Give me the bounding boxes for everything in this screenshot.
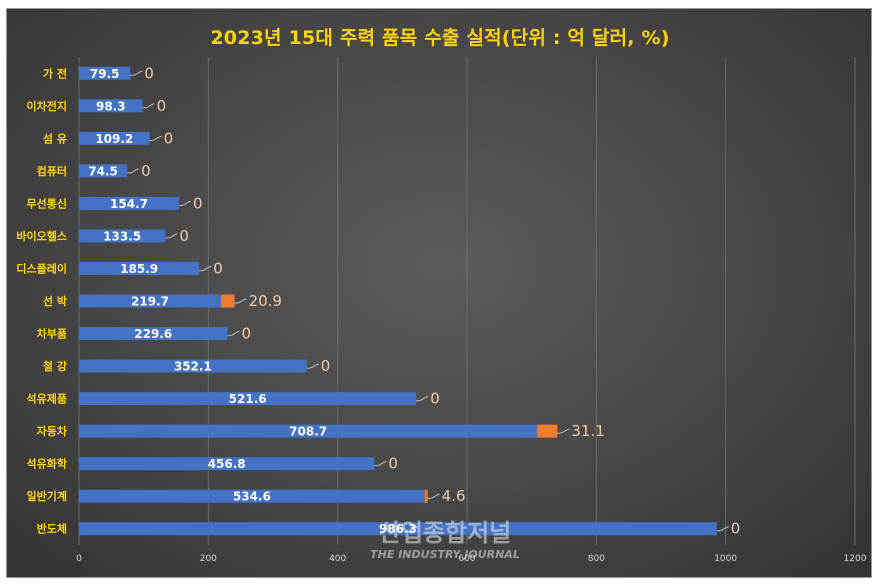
category-label: 자동차 (37, 424, 68, 438)
category-label: 철 강 (43, 359, 67, 373)
watermark: 산업종합저널 THE INDUSTRY JOURNAL (370, 519, 520, 561)
bar-export (79, 522, 717, 536)
data-label-export: 154.7 (110, 197, 148, 211)
data-label-growth: 0 (157, 97, 167, 115)
chart-plot: 0 200 400 600 800 1000 1200 가 전 79.5 0 이차전지 98.3 0 섬 … (16, 57, 867, 564)
chart-frame: 2023년 15대 주력 품목 수출 실적(단위 : 억 달러, %) 0 200… (6, 8, 872, 578)
category-label: 디스플레이 (16, 261, 67, 275)
leader-line (130, 70, 143, 76)
x-tick-label: 1200 (844, 554, 867, 564)
category-label: 차부품 (37, 327, 67, 341)
leader-line (149, 135, 162, 141)
data-label-growth: 0 (179, 227, 189, 245)
x-tick-label: 800 (588, 554, 605, 564)
bar-growth (221, 294, 235, 308)
bar-export (79, 392, 417, 406)
data-label-growth: 31.1 (571, 422, 604, 440)
leader-line (306, 363, 319, 369)
leader-line (374, 461, 387, 467)
data-label-growth: 0 (388, 455, 398, 473)
leader-line (127, 168, 140, 174)
leader-line (427, 493, 440, 499)
category-label: 컴퓨터 (37, 164, 67, 178)
data-label-export: 456.8 (208, 457, 246, 471)
bar-export (79, 131, 150, 145)
data-label-export: 133.5 (103, 229, 141, 243)
leader-line (199, 265, 212, 272)
bar-export (79, 457, 375, 471)
bar-export (79, 229, 166, 243)
data-label-growth: 0 (731, 520, 741, 538)
category-label: 석유제품 (27, 392, 67, 406)
data-label-export: 219.7 (131, 295, 169, 309)
bar-export (79, 99, 143, 113)
data-label-export: 79.5 (90, 67, 120, 81)
category-label: 무선통신 (27, 196, 67, 210)
category-label: 반도체 (37, 522, 67, 536)
data-label-growth: 0 (193, 194, 203, 212)
bar-export (79, 327, 228, 341)
bar-export (79, 489, 425, 503)
bar-growth (424, 489, 428, 503)
data-label-growth: 0 (430, 390, 440, 408)
data-label-export: 534.6 (233, 490, 271, 504)
leader-line (178, 200, 192, 207)
category-label: 가 전 (43, 66, 67, 80)
bar-growth (537, 424, 558, 438)
category-label: 석유화학 (27, 457, 67, 471)
leader-line (416, 396, 429, 402)
data-label-export: 986.3 (379, 522, 417, 536)
watermark-main: 산업종합저널 (379, 519, 511, 547)
leader-line (557, 428, 570, 434)
bar-export (79, 164, 128, 178)
data-label-export: 185.9 (120, 262, 158, 276)
bar-export (79, 66, 131, 80)
bar-export (79, 359, 307, 373)
category-label: 일반기계 (27, 489, 67, 503)
leader-line (234, 298, 247, 304)
data-label-growth: 4.6 (442, 487, 466, 505)
x-tick-label: 1000 (714, 554, 737, 564)
bar-export (79, 196, 180, 210)
leader-line (142, 103, 155, 109)
category-label: 이차전지 (27, 99, 67, 113)
leader-line (716, 526, 729, 532)
bar-export (79, 261, 200, 275)
data-label-export: 521.6 (229, 392, 267, 406)
data-label-growth: 0 (241, 325, 251, 343)
data-label-export: 352.1 (174, 360, 212, 374)
watermark-sub: THE INDUSTRY JOURNAL (370, 548, 520, 561)
x-tick-label: 400 (329, 554, 346, 564)
category-label: 섬 유 (43, 131, 67, 145)
category-label: 선 박 (43, 294, 67, 308)
data-label-growth: 0 (213, 259, 223, 277)
data-label-growth: 20.9 (249, 292, 282, 310)
bar-layer (79, 66, 717, 536)
data-label-export: 74.5 (88, 164, 118, 178)
leader-line (227, 331, 240, 337)
category-label: 바이오헬스 (16, 229, 67, 243)
bar-export (79, 424, 538, 438)
data-label-export: 229.6 (134, 327, 172, 341)
data-label-growth: 0 (164, 129, 174, 147)
data-label-export: 708.7 (289, 425, 327, 439)
x-tick-label: 200 (200, 554, 217, 564)
x-tick-label: 600 (458, 554, 475, 564)
chart-title: 2023년 15대 주력 품목 수출 실적(단위 : 억 달러, %) (210, 27, 670, 49)
data-label-export: 98.3 (96, 99, 126, 113)
data-label-growth: 0 (321, 357, 331, 375)
data-label-export: 109.2 (95, 132, 133, 146)
data-label-growth: 0 (141, 162, 151, 180)
bar-export (79, 294, 222, 308)
data-label-growth: 0 (144, 64, 154, 82)
x-tick-label: 0 (76, 554, 82, 564)
label-layer: 0 200 400 600 800 1000 1200 가 전 79.5 0 이차전지 98.3 0 섬 … (16, 64, 866, 564)
leader-line (165, 233, 178, 239)
